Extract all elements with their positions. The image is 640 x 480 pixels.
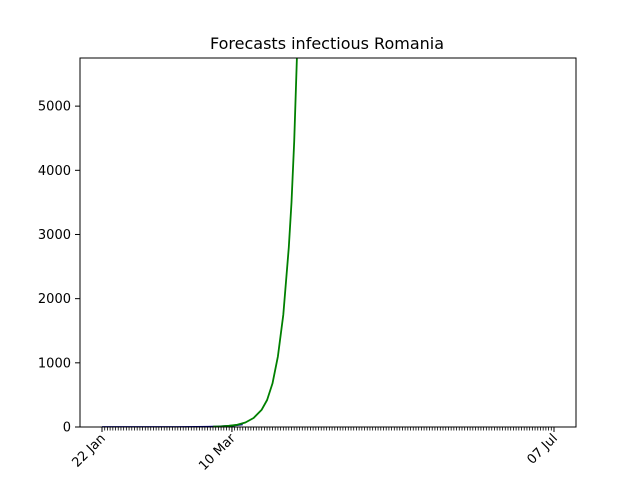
x-tick-label: 22 Jan [69,431,108,470]
y-axis: 0 1000 2000 3000 4000 5000 [38,100,80,436]
y-tick-label: 5000 [38,100,71,115]
y-tick-label: 0 [63,421,71,436]
plot-frame [79,57,577,428]
series-layer [102,58,298,427]
x-axis: 22 Jan 10 Mar 07 Jul [69,427,561,474]
y-tick-label: 1000 [38,356,71,371]
x-tick-label: 10 Mar [196,431,239,474]
y-tick-label: 4000 [38,164,71,179]
y-tick-label: 2000 [38,292,71,307]
y-tick-label: 3000 [38,228,71,243]
x-tick-label: 07 Jul [525,431,561,467]
series-line-2 [212,58,298,427]
chart-title: Forecasts infectious Romania [210,34,444,53]
